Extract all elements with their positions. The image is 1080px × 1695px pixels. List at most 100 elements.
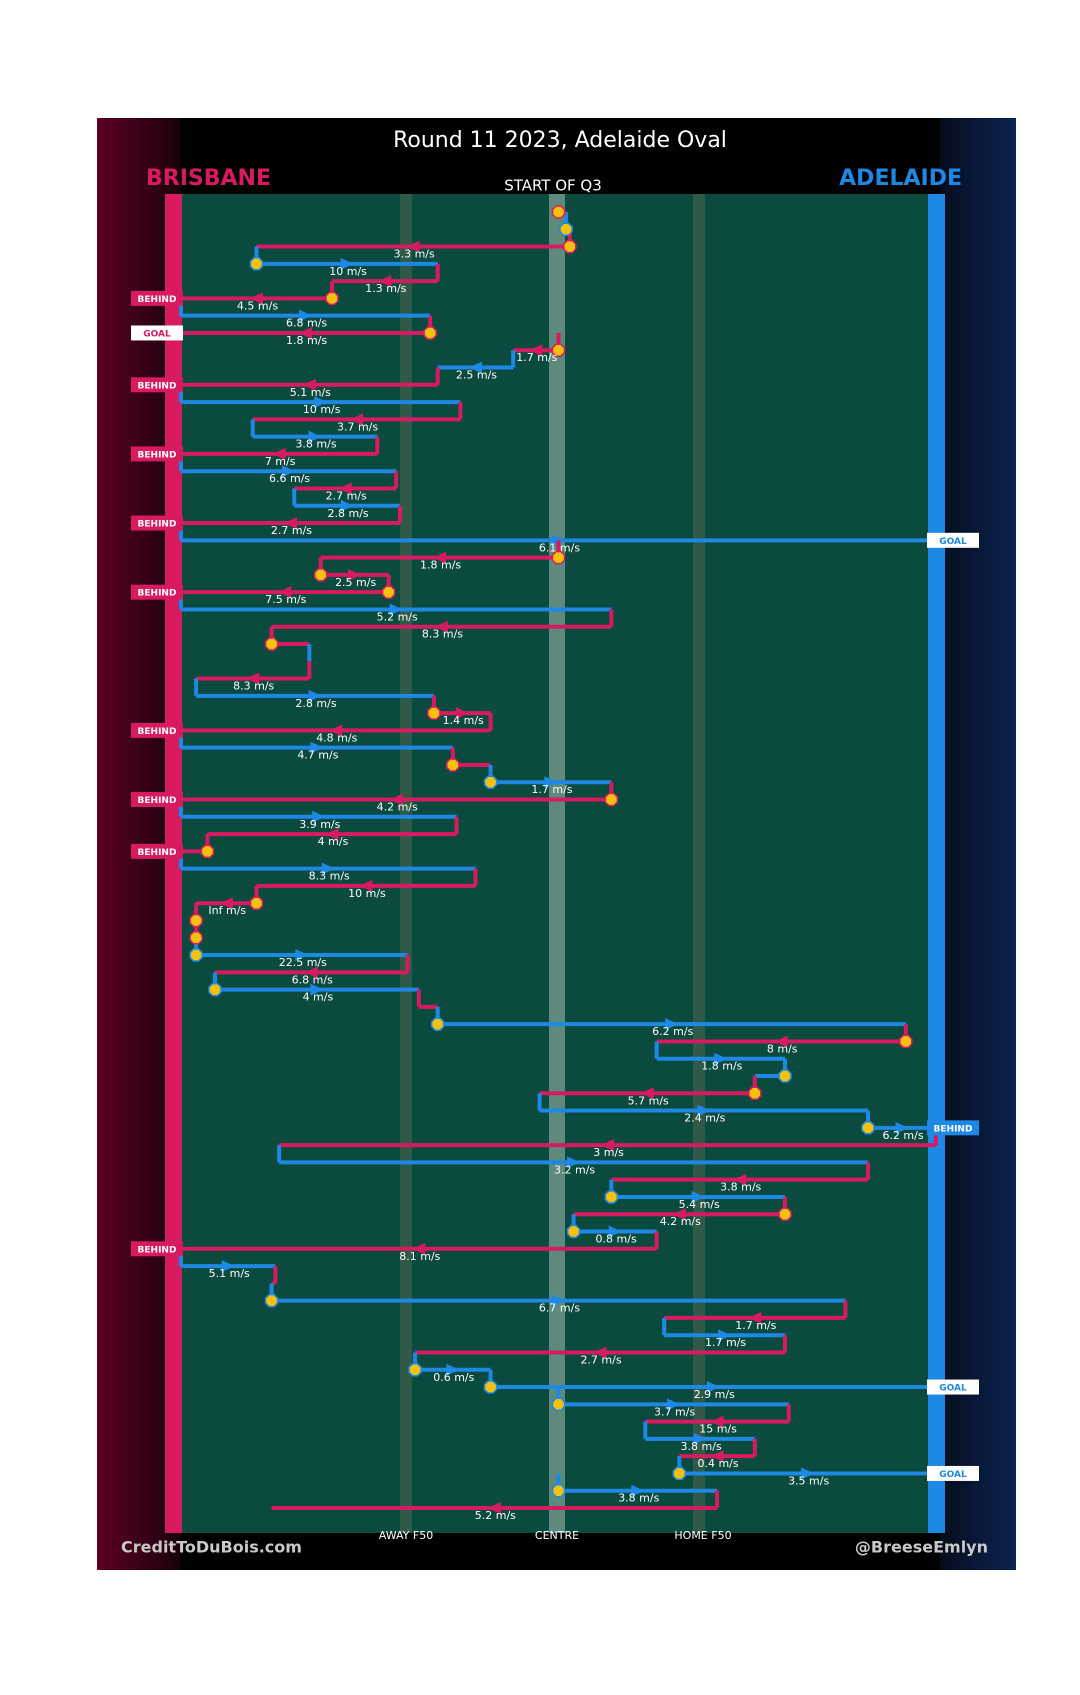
stoppage-marker <box>672 1466 687 1481</box>
speed-label: 8.3 m/s <box>233 680 274 693</box>
chain-direction-arrow <box>567 1156 581 1169</box>
stoppage-marker <box>325 291 339 306</box>
speed-label: 0.8 m/s <box>596 1233 637 1246</box>
tick-label-centre: CENTRE <box>535 1529 579 1542</box>
outcome-badge <box>927 532 979 548</box>
chain-direction-arrow <box>348 568 362 581</box>
centre-stripe <box>549 194 565 1533</box>
stoppage-marker <box>483 775 498 789</box>
stoppage-marker <box>551 1483 566 1498</box>
speed-label: 15 m/s <box>699 1423 737 1436</box>
stoppage-marker <box>551 1397 566 1412</box>
stoppage-marker <box>604 1190 619 1204</box>
outcome-label: BEHIND <box>138 1245 177 1255</box>
outcome-badge <box>131 446 183 462</box>
speed-label: 5.1 m/s <box>290 386 331 399</box>
stoppage-marker <box>249 257 264 271</box>
speed-label: 5.2 m/s <box>475 1509 516 1522</box>
stoppage-marker <box>264 637 279 651</box>
speed-label: 1.3 m/s <box>365 282 406 295</box>
speed-label: 8 m/s <box>767 1042 798 1055</box>
stoppage-marker <box>189 948 203 962</box>
speed-label: 2.4 m/s <box>684 1112 725 1125</box>
speed-label: 8.3 m/s <box>422 628 463 641</box>
speed-label: 3.7 m/s <box>654 1405 695 1418</box>
speed-label: 1.8 m/s <box>420 559 461 572</box>
stoppage-marker <box>566 1224 581 1239</box>
chain-direction-arrow <box>299 326 313 339</box>
speed-label: 2.5 m/s <box>335 576 376 589</box>
stoppage-marker <box>778 1069 792 1083</box>
chain-direction-arrow <box>310 983 324 996</box>
speed-label: 1.7 m/s <box>516 351 557 364</box>
right-team-panel <box>940 118 1016 1570</box>
stoppage-marker <box>313 568 328 582</box>
chain-direction-arrow <box>308 430 322 443</box>
stoppage-marker <box>559 222 573 237</box>
chain-direction-arrow <box>552 1294 565 1307</box>
speed-label: 1.7 m/s <box>705 1336 746 1349</box>
stoppage-marker <box>427 706 441 720</box>
stoppage-marker <box>446 758 460 772</box>
stoppage-marker <box>408 1363 422 1377</box>
speed-label: 3.5 m/s <box>788 1474 829 1487</box>
chain-direction-arrow <box>434 620 448 633</box>
outcome-badge <box>131 584 183 600</box>
speed-label: 3.8 m/s <box>295 438 336 451</box>
chain-direction-arrow <box>710 1415 724 1428</box>
outcome-badge <box>131 1241 183 1257</box>
stoppage-marker <box>381 585 396 599</box>
chain-direction-arrow <box>631 1484 645 1497</box>
speed-label: 8.3 m/s <box>309 870 350 883</box>
speed-label: 6.2 m/s <box>882 1129 923 1142</box>
stoppage-marker <box>861 1121 875 1135</box>
outcome-label: BEHIND <box>138 520 177 530</box>
chain-direction-arrow <box>340 257 354 270</box>
chain-direction-arrow <box>325 828 339 841</box>
outcome-badge <box>131 722 183 738</box>
chain-direction-arrow <box>706 1381 720 1394</box>
chain-direction-arrow <box>446 1363 460 1376</box>
speed-label: 10 m/s <box>348 887 386 900</box>
speed-label: 6.2 m/s <box>652 1025 693 1038</box>
chain-direction-arrow <box>389 793 403 806</box>
outcome-label: BEHIND <box>138 295 177 305</box>
chain-direction-arrow <box>321 862 335 875</box>
outcome-label: BEHIND <box>934 1124 973 1134</box>
speed-label: 0.4 m/s <box>697 1457 738 1470</box>
chain-direction-arrow <box>302 378 316 391</box>
chain-direction-arrow <box>718 1329 732 1342</box>
home-f50-stripe <box>693 194 705 1533</box>
away-f50-stripe <box>400 194 412 1533</box>
chain-direction-arrow <box>295 949 309 962</box>
chart-title: Round 11 2023, Adelaide Oval <box>393 128 727 153</box>
chain-direction-arrow <box>733 1173 747 1186</box>
stoppage-marker <box>748 1086 762 1101</box>
speed-label: 3.7 m/s <box>337 420 378 433</box>
speed-label: 5.7 m/s <box>628 1094 669 1107</box>
stoppage-marker <box>189 913 203 928</box>
chain-direction-arrow <box>672 1208 686 1221</box>
away-team-label: BRISBANE <box>146 166 271 191</box>
chain-direction-arrow <box>221 1260 235 1273</box>
speed-label: 1.8 m/s <box>701 1060 742 1073</box>
speed-label: 5.2 m/s <box>377 610 418 623</box>
quarter-start-label: START OF Q3 <box>504 177 602 195</box>
chain-direction-arrow <box>406 240 420 253</box>
stoppage-marker <box>483 1380 498 1394</box>
outcome-badge <box>131 515 183 531</box>
stoppage-marker <box>430 1017 445 1031</box>
tick-label-away-f50: AWAY F50 <box>379 1529 433 1542</box>
chain-direction-arrow <box>246 672 260 685</box>
chain-direction-arrow <box>667 1398 681 1411</box>
speed-label: 3.2 m/s <box>554 1163 595 1176</box>
chain-direction-arrow <box>378 275 392 288</box>
speed-label: 1.7 m/s <box>735 1319 776 1332</box>
title-band <box>180 118 940 194</box>
speed-label: 1.8 m/s <box>286 334 327 347</box>
chain-direction-arrow <box>710 1450 724 1463</box>
chain-direction-arrow <box>697 1104 711 1117</box>
chain-direction-arrow <box>340 499 354 512</box>
stoppage-marker <box>551 205 566 219</box>
chain-direction-arrow <box>412 1242 426 1255</box>
